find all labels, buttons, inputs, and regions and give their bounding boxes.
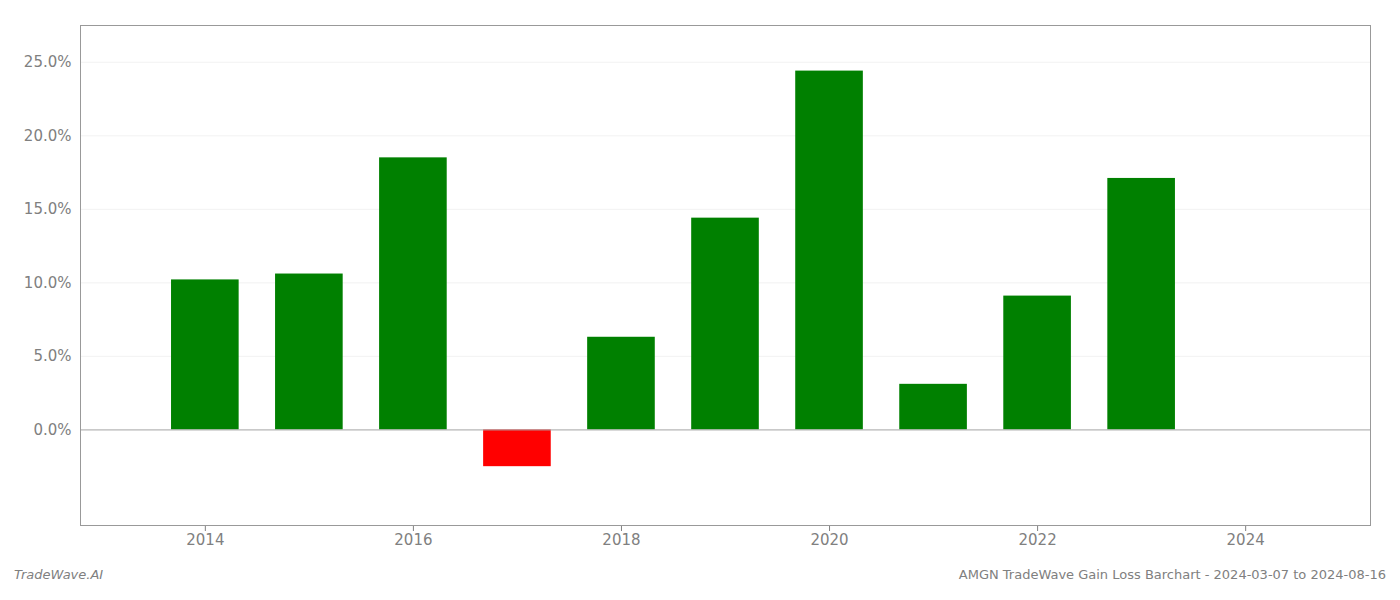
svg-text:15.0%: 15.0% — [24, 200, 72, 218]
svg-text:20.0%: 20.0% — [24, 127, 72, 145]
svg-text:25.0%: 25.0% — [24, 53, 72, 71]
svg-text:2014: 2014 — [186, 531, 224, 549]
svg-text:2020: 2020 — [810, 531, 848, 549]
svg-text:2022: 2022 — [1019, 531, 1057, 549]
html-text:AMGN TradeWave Gain Loss Barch: AMGN TradeWave Gain Loss Barchart - 2024… — [958, 567, 1386, 582]
svg-text:5.0%: 5.0% — [33, 347, 71, 365]
svg-text:2018: 2018 — [602, 531, 640, 549]
svg-text:0.0%: 0.0% — [33, 421, 71, 439]
html-text:TradeWave.AI: TradeWave.AI — [14, 567, 104, 582]
svg-text:10.0%: 10.0% — [24, 274, 72, 292]
svg-text:2016: 2016 — [394, 531, 432, 549]
svg-text:2024: 2024 — [1227, 531, 1265, 549]
